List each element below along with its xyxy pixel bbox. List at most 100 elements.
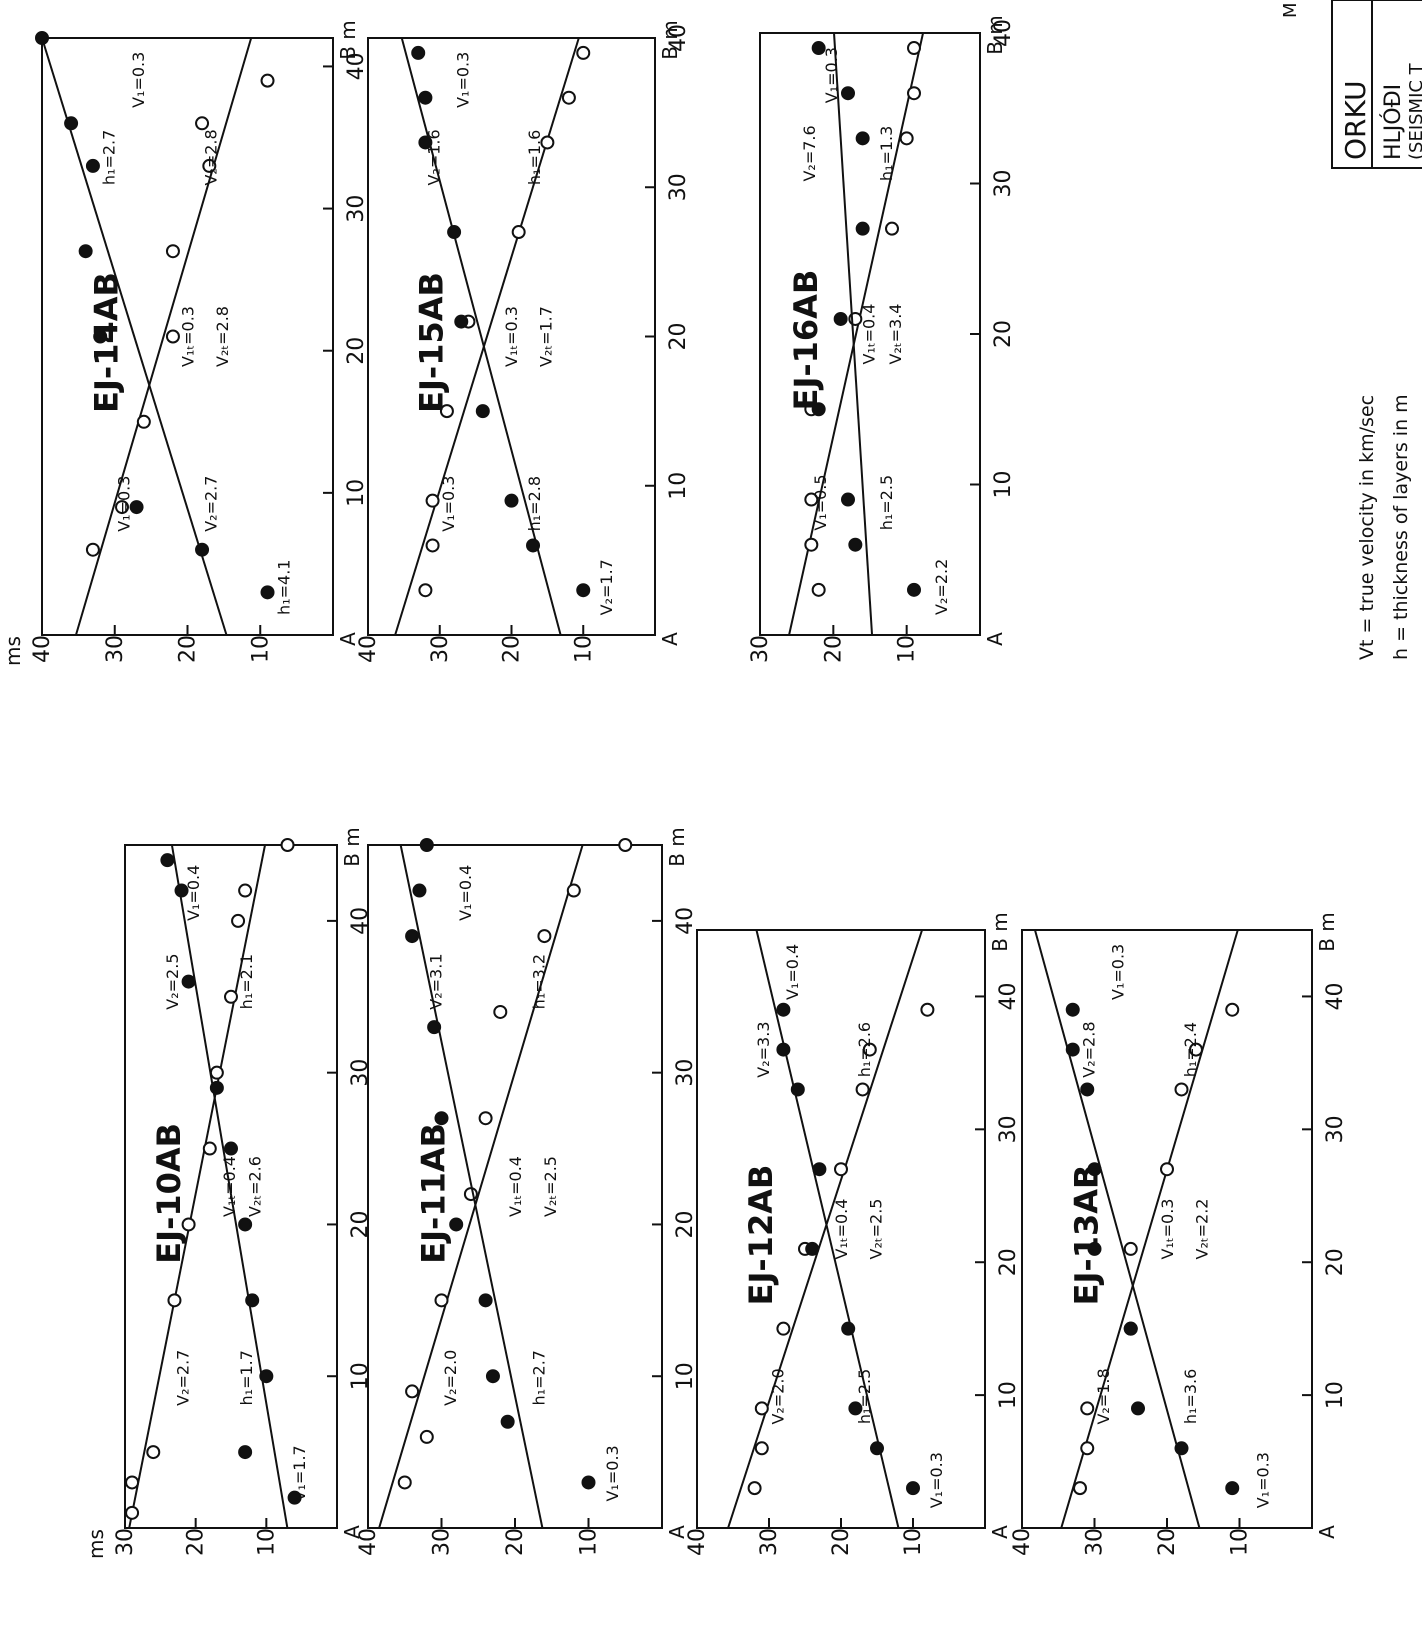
open-point [754,1401,769,1416]
annotation-label: V₂=2.7 [202,476,221,532]
fit-line [378,844,584,1529]
open-point [202,158,217,173]
filled-point [454,314,469,329]
open-point [537,929,552,944]
fit-line [75,37,253,636]
title-block-frame [1331,0,1422,169]
time-tick-label: 10 [901,1528,926,1556]
annotation-label: h₁=2.7 [100,130,119,185]
distance-tick-label: 30 [673,1059,698,1087]
filled-point [93,329,108,344]
distance-tick-label: 30 [1323,1115,1348,1143]
chart-title: EJ-13AB [1067,1165,1105,1306]
open-point [260,73,275,88]
annotation-label: V₁=0.3 [822,47,841,103]
open-point [439,404,454,419]
fit-line [833,32,874,636]
annotation-label: V₁=0.5 [811,474,830,530]
filled-point [841,1321,856,1336]
filled-point [434,1111,449,1126]
filled-point [1174,1441,1189,1456]
filled-point [78,244,93,259]
time-tick-label: 10 [577,1528,602,1556]
filled-point [412,883,427,898]
time-tick-label: 10 [248,635,273,663]
annotation-label: V₂=7.6 [800,125,819,181]
filled-point [1087,1162,1102,1177]
filled-point [475,404,490,419]
distance-tick-label: 20 [996,1248,1021,1276]
chart-title: EJ-16AB [787,270,825,411]
fit-line [727,929,924,1529]
distance-tick-label: 40 [348,907,373,935]
axis-start-label: A [1315,1525,1339,1539]
filled-point [35,31,49,45]
filled-point [1225,1481,1240,1496]
time-tick-label: 10 [895,635,920,663]
annotation-label: V₁=0.3 [1254,1452,1273,1508]
annotation-label: h₁=2.4 [1181,1022,1200,1077]
annotation-label: V₁=0.3 [129,52,148,108]
annotation-label: V₂=3.1 [427,953,446,1009]
time-tick-label: 30 [757,1528,782,1556]
annotation-label: V₂ₜ=2.8 [213,306,232,367]
open-point [920,1002,935,1017]
chart-title: EJ-15AB [413,272,451,413]
axis-end-label: B m [336,20,360,60]
time-tick-label: 20 [829,1528,854,1556]
annotation-label: h₁=2.1 [237,954,256,1009]
open-point [125,1475,140,1490]
title-block: ORKU HLJÓÐI (SEISMIC T [1331,0,1422,169]
annotation-label: h₁=2.8 [525,476,544,531]
time-tick-label: 20 [184,1528,209,1556]
chart-title: EJ-12AB [742,1165,780,1306]
distance-tick-label: 20 [666,323,691,351]
annotation-label: V₁ₜ=0.3 [502,306,521,367]
filled-point [447,225,462,240]
open-point [165,329,180,344]
open-point [146,1445,161,1460]
fit-line [1034,929,1201,1529]
filled-point [870,1441,884,1456]
annotation-label: V₁=0.4 [783,944,802,1000]
axis-end-label: B m [988,912,1012,952]
chart-title: EJ-14AB [88,272,126,413]
open-point [463,1187,478,1202]
filled-point [195,542,210,557]
chart-ej-13ab: 10 20 30 40 10 20 30 40 A B m EJ-13AB V₂=1.8 V₁=0.3 h… [1010,912,1348,1556]
open-point [907,41,921,56]
time-tick-label: 30 [430,1528,455,1556]
time-tick-label: 30 [113,1528,138,1556]
distance-tick-label: 20 [673,1210,698,1238]
open-point [885,221,899,236]
distance-tick-label: 10 [673,1362,698,1390]
filled-point [833,311,848,326]
filled-point [1087,1241,1102,1256]
annotation-label: V₂ₜ=2.6 [246,1156,265,1217]
axis-start-label: A [658,632,682,646]
time-tick-label: 10 [571,635,596,663]
plot-frame [124,844,338,1529]
annotation-label: V₂ₜ=3.4 [886,304,905,365]
open-point [1160,1162,1174,1177]
open-point [754,1441,769,1456]
legend-line-2: h = thickness of layers in m [1390,394,1412,660]
filled-point [500,1414,515,1429]
time-tick-label: 30 [103,635,128,663]
annotation-label: V₂=2.2 [932,559,951,615]
filled-point [812,1162,827,1177]
annotation-label: V₁=0.3 [603,1445,622,1501]
annotation-label: h₁=2.5 [855,1369,874,1424]
chart-ej-15ab: 10 20 30 40 10 20 30 40 A B m EJ-15AB V₁=0.3 V₂=1.7 h… [356,20,691,663]
annotation-label: V₂ₜ=2.5 [541,1156,560,1217]
open-point [167,1293,182,1308]
time-tick-label: 40 [30,635,55,663]
axis-end-label: B m [665,827,689,867]
time-tick-label: 40 [356,635,381,663]
open-point [1073,1481,1087,1496]
distance-tick-label: 10 [996,1381,1021,1409]
fit-line [1060,929,1239,1529]
axis-end-label: B m [1315,912,1339,952]
